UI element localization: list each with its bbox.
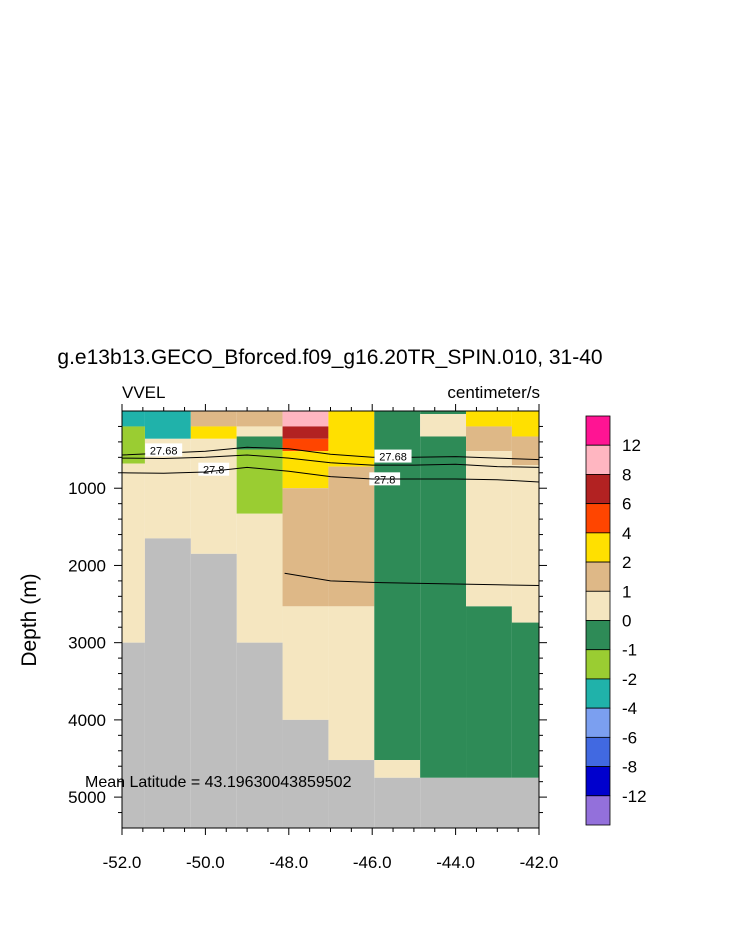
mean-latitude-annotation: Mean Latitude = 43.19630043859502 [85,774,352,791]
heatmap-cell [190,411,237,427]
heatmap-cell [466,606,512,778]
colorbar-swatch [585,620,611,651]
land-mask-cell [236,642,283,828]
heatmap-cell [122,463,145,643]
x-tick-label: -42.0 [520,853,559,872]
contour-label: 27.68 [379,452,407,464]
x-tick-label: -48.0 [269,853,308,872]
y-tick-label: 5000 [68,788,106,807]
heatmap-cell [466,451,512,607]
colorbar: 12 8 6 4 2 1 0 -1 -2 -4 -6 -8 -12 [585,415,647,826]
heatmap-cell [511,465,539,623]
heatmap-cell [374,411,421,761]
contour-line [284,572,540,586]
heatmap-cell [122,411,145,427]
heatmap-cell [328,466,375,607]
plot-title: g.e13b13.GECO_Bforced.f09_g16.20TR_SPIN.… [57,346,602,369]
colorbar-label: 6 [622,495,631,514]
heatmap-cell [144,411,191,439]
y-tick-label: 2000 [68,556,106,575]
heatmap-cell [511,411,539,437]
units-label: centimeter/s [447,383,540,402]
colorbar-swatch [585,590,611,621]
colorbar-swatch [585,649,611,680]
colorbar-label: 4 [622,524,631,543]
colorbar-label: -4 [622,699,637,718]
colorbar-label: 0 [622,612,631,631]
colorbar-swatch [585,415,611,446]
heatmap-cell [466,411,512,427]
heatmap-cell [236,449,283,514]
heatmap-cell [282,606,329,720]
colorbar-swatch [585,707,611,738]
heatmap-cell [420,411,467,415]
colorbar-label: -2 [622,670,637,689]
land-mask-cell [190,553,237,828]
heatmap-cells [122,411,539,828]
land-mask-cell [144,538,191,828]
x-axis: -52.0 -50.0 -48.0 -46.0 -44.0 -42.0 [103,404,559,872]
heatmap-cell [466,426,512,452]
x-tick-label: -50.0 [186,853,225,872]
contour-label-bg [145,443,183,457]
land-mask-cell [122,642,145,828]
colorbar-label: 12 [622,436,641,455]
contour-label: 27.8 [374,474,395,486]
colorbar-swatch [585,795,611,826]
heatmap-cell [282,438,329,452]
heatmap-cell [328,411,375,467]
colorbar-swatch [585,678,611,709]
y-tick-label: 1000 [68,479,106,498]
heatmap-cell [282,426,329,439]
y-tick-label: 4000 [68,711,106,730]
heatmap-cell [420,436,467,778]
colorbar-label: -8 [622,758,637,777]
variable-label: VVEL [122,383,165,402]
heatmap-cell [236,436,283,450]
colorbar-label: 1 [622,582,631,601]
land-mask-cell [328,760,375,828]
heatmap-cell [374,760,421,778]
heatmap-cell [236,411,283,427]
colorbar-swatch [585,444,611,475]
contour-line [121,466,540,483]
contour-line [121,454,540,468]
colorbar-swatch [585,503,611,534]
heatmap-cell [328,606,375,761]
x-tick-label: -46.0 [353,853,392,872]
colorbar-swatch [585,532,611,563]
heatmap-cell [420,414,467,437]
x-tick-label: -52.0 [103,853,142,872]
heatmap-cell [511,622,539,778]
colorbar-swatch [585,561,611,592]
contour-label-bg [198,462,230,476]
heatmap-cell [236,426,283,437]
colorbar-label: -1 [622,641,637,660]
heatmap-cell [282,451,329,489]
colorbar-swatch [585,736,611,767]
y-tick-label: 3000 [68,634,106,653]
contour-label-bg [374,449,412,463]
heatmap-cell [282,411,329,427]
contour-label: 27.68 [150,445,178,457]
colorbar-label: -12 [622,787,647,806]
colorbar-label: 2 [622,553,631,572]
colorbar-label: -6 [622,728,637,747]
y-axis-title: Depth (m) [18,573,41,666]
x-tick-label: -44.0 [436,853,475,872]
y-axis: 1000 2000 3000 4000 5000 [68,425,547,814]
colorbar-swatch [585,766,611,797]
land-mask-cell [374,777,421,828]
heatmap-cell [236,513,283,643]
heatmap-cell [511,436,539,466]
contour-line [121,446,540,461]
land-mask-cell [420,777,539,828]
land-mask-cell [282,719,329,828]
heatmap-cell [190,426,237,439]
colorbar-label: 8 [622,465,631,484]
heatmap-cell [282,488,329,607]
colorbar-swatch [585,474,611,505]
